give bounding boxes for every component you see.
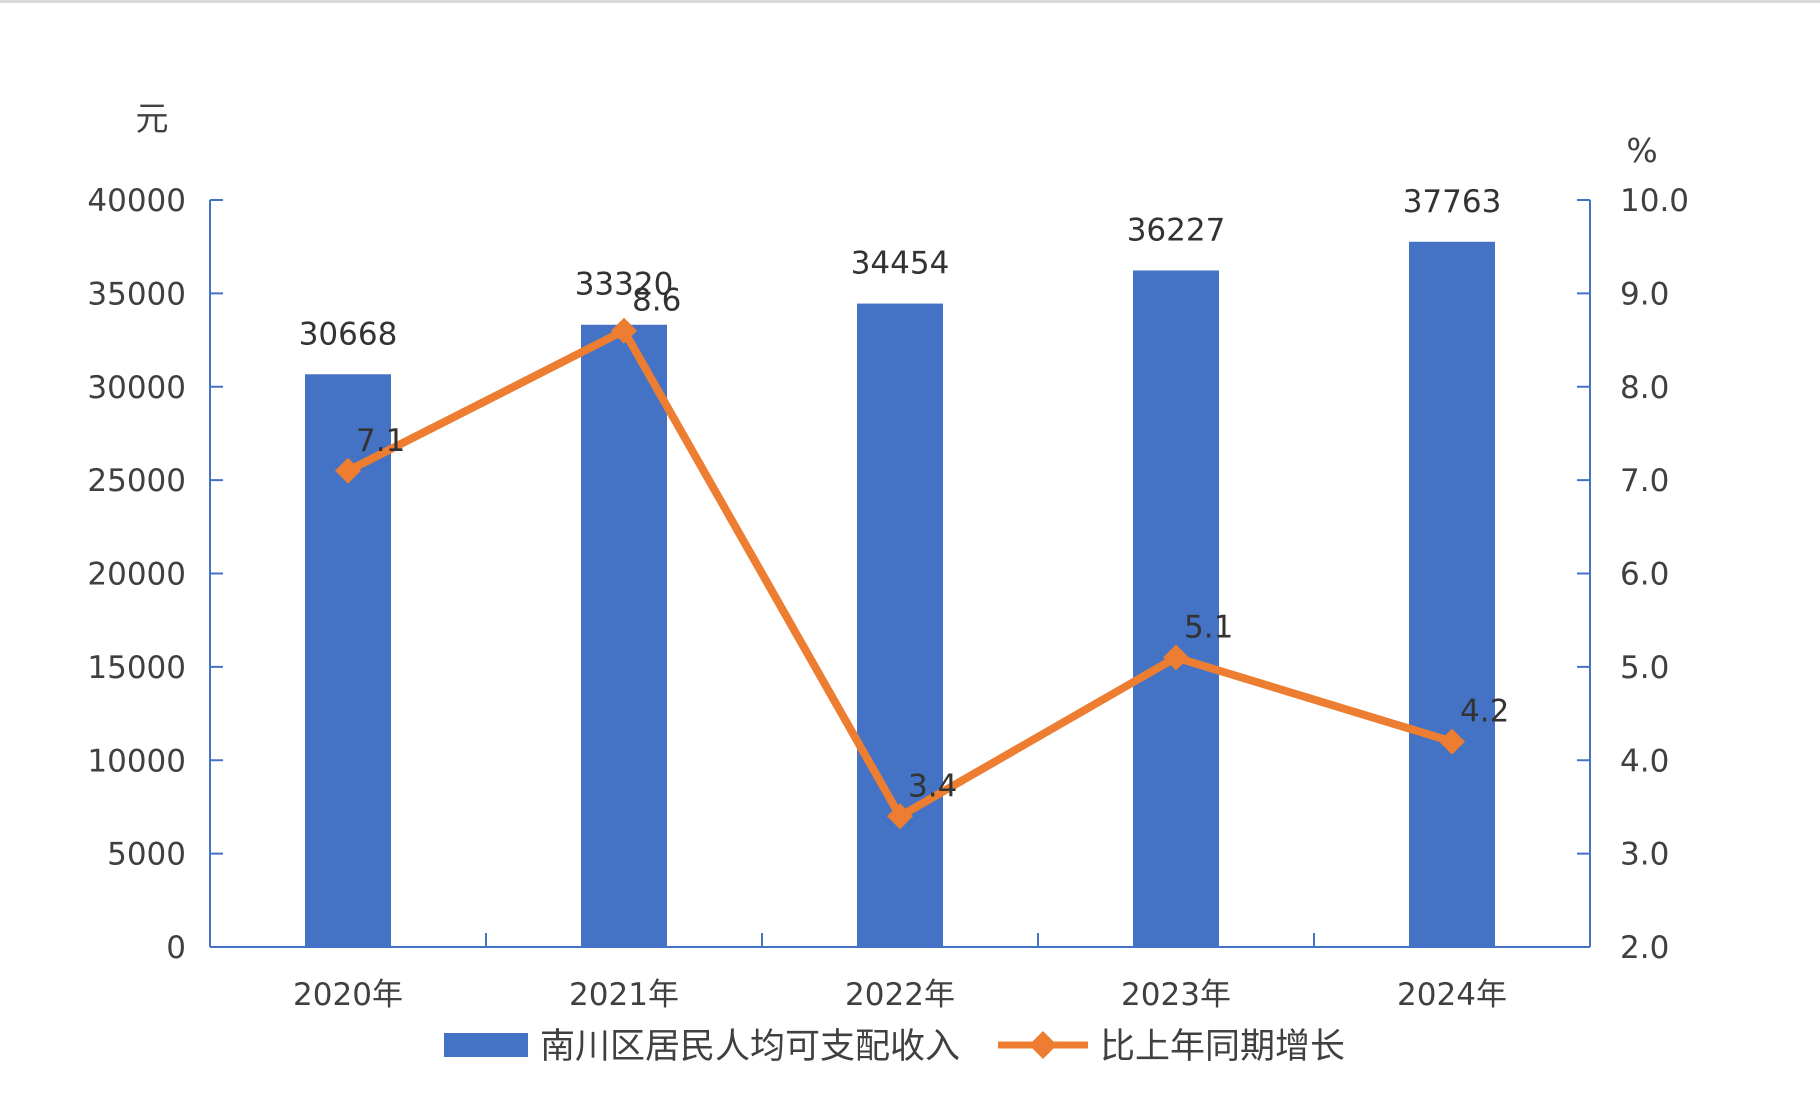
axes-group: 0 5000 10000 15000 20000 25000 30000 35000 40000… [87,183,1689,1013]
top-border [0,0,1820,3]
x-tick-label-3: 2023年 [1121,977,1231,1013]
line-marker-0 [335,457,361,484]
legend-bar-label: 南川区居民人均可支配收入 [540,1027,960,1067]
left-tick-label-5: 25000 [87,463,186,499]
bar-data-labels: 30668 33320 34454 36227 37763 [299,184,1502,352]
left-tick-label-8: 40000 [87,183,186,219]
x-tick-label-0: 2020年 [293,977,403,1013]
line-series-group [335,317,1465,830]
bar-label-4: 37763 [1403,184,1502,220]
legend: 南川区居民人均可支配收入 比上年同期增长 [444,1027,1345,1067]
bar-label-1: 33320 [575,267,674,303]
line-label-1: 8.6 [632,283,681,319]
left-tick-label-4: 20000 [87,557,186,593]
right-tick-label-8: 10.0 [1620,183,1689,219]
line-label-4: 4.2 [1460,694,1509,730]
bar-4 [1409,241,1495,947]
left-axis-unit: 元 [136,99,169,138]
x-tick-label-1: 2021年 [569,977,679,1013]
legend-bar-swatch [444,1033,528,1057]
right-tick-label-3: 5.0 [1620,650,1669,686]
bar-label-0: 30668 [299,316,398,352]
line-data-labels: 7.1 8.6 3.4 5.1 4.2 [356,283,1509,805]
bar-2 [857,303,943,948]
line-label-3: 5.1 [1184,610,1233,646]
bar-label-2: 34454 [851,246,950,282]
legend-diamond-marker [1029,1031,1057,1059]
right-tick-label-2: 4.0 [1620,743,1669,779]
line-marker-2 [887,803,913,830]
line-label-0: 7.1 [356,423,405,459]
right-tick-label-0: 2.0 [1620,930,1669,966]
line-marker-3 [1163,644,1189,671]
bar-1 [581,324,667,947]
right-tick-label-7: 9.0 [1620,276,1669,312]
legend-line-label: 比上年同期增长 [1100,1027,1345,1067]
left-tick-label-7: 35000 [87,276,186,312]
right-tick-label-5: 7.0 [1620,463,1669,499]
x-tick-label-2: 2022年 [845,977,955,1013]
left-tick-label-0: 0 [166,930,186,966]
bar-label-3: 36227 [1127,212,1226,248]
left-tick-label-6: 30000 [87,370,186,406]
line-label-2: 3.4 [908,768,957,804]
line-marker-1 [611,317,637,344]
bar-3 [1133,270,1219,947]
right-tick-label-6: 8.0 [1620,370,1669,406]
x-tick-label-4: 2024年 [1397,977,1507,1013]
right-tick-label-4: 6.0 [1620,557,1669,593]
bar-series-group [305,241,1495,948]
left-tick-label-2: 10000 [87,743,186,779]
right-tick-label-1: 3.0 [1620,837,1669,873]
left-tick-label-1: 5000 [107,837,186,873]
line-marker-4 [1439,728,1465,755]
right-axis-unit: % [1626,131,1657,170]
left-tick-label-3: 15000 [87,650,186,686]
